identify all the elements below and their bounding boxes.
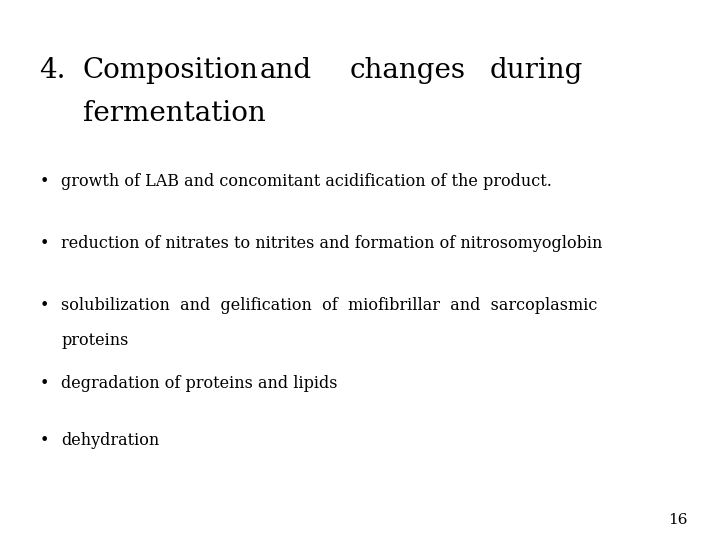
Text: proteins: proteins bbox=[61, 332, 129, 349]
Text: and: and bbox=[259, 57, 311, 84]
Text: •: • bbox=[40, 235, 49, 252]
Text: •: • bbox=[40, 297, 49, 314]
Text: •: • bbox=[40, 375, 49, 392]
Text: 16: 16 bbox=[668, 512, 688, 526]
Text: degradation of proteins and lipids: degradation of proteins and lipids bbox=[61, 375, 338, 392]
Text: Composition: Composition bbox=[83, 57, 258, 84]
Text: dehydration: dehydration bbox=[61, 432, 159, 449]
Text: reduction of nitrates to nitrites and formation of nitrosomyoglobin: reduction of nitrates to nitrites and fo… bbox=[61, 235, 603, 252]
Text: during: during bbox=[490, 57, 583, 84]
Text: •: • bbox=[40, 432, 49, 449]
Text: changes: changes bbox=[349, 57, 465, 84]
Text: solubilization  and  gelification  of  miofibrillar  and  sarcoplasmic: solubilization and gelification of miofi… bbox=[61, 297, 598, 314]
Text: 4.: 4. bbox=[40, 57, 66, 84]
Text: growth of LAB and concomitant acidification of the product.: growth of LAB and concomitant acidificat… bbox=[61, 173, 552, 190]
Text: •: • bbox=[40, 173, 49, 190]
Text: fermentation: fermentation bbox=[83, 100, 266, 127]
